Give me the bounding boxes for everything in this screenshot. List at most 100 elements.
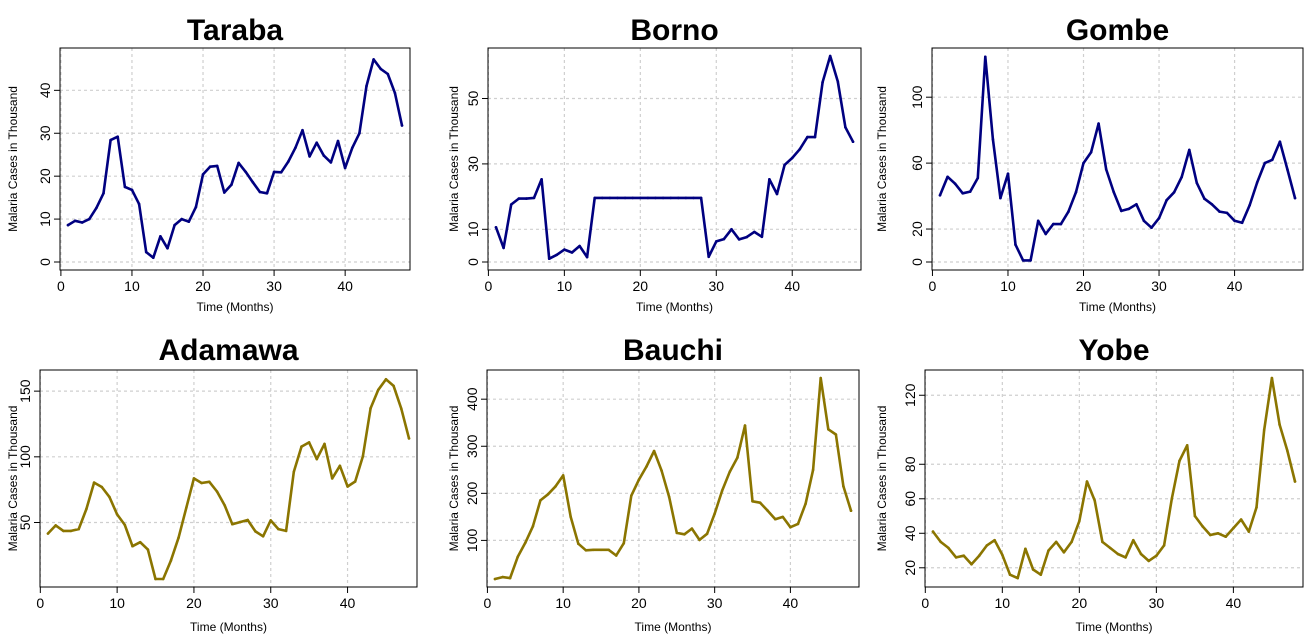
data-point xyxy=(1108,546,1112,550)
data-point xyxy=(123,185,127,189)
data-point xyxy=(152,256,155,260)
data-point xyxy=(1147,559,1150,563)
data-point xyxy=(269,519,273,522)
y-tick-label: 0 xyxy=(909,258,925,266)
x-tick-label: 30 xyxy=(708,278,724,294)
data-point xyxy=(215,490,219,493)
data-point xyxy=(180,217,183,221)
data-point xyxy=(1008,573,1012,576)
series-line xyxy=(66,58,404,260)
x-tick-label: 20 xyxy=(633,278,649,294)
line-chart-borno: Borno 0 10 20 30 40 0 10 30 50 Time (Months) Malari… xyxy=(447,14,862,314)
data-point xyxy=(80,221,84,224)
data-point xyxy=(223,504,226,507)
data-point xyxy=(690,527,694,530)
series-line xyxy=(46,377,411,581)
data-point xyxy=(715,240,718,243)
data-point xyxy=(1074,190,1078,194)
data-point xyxy=(137,202,141,206)
data-point xyxy=(377,388,380,392)
data-point xyxy=(185,506,188,510)
data-point xyxy=(608,196,612,200)
data-point xyxy=(1082,161,1085,165)
data-point xyxy=(828,54,832,58)
data-point xyxy=(614,554,618,557)
x-tick-label: 10 xyxy=(995,595,1011,611)
data-point xyxy=(1248,203,1251,207)
y-axis-title: Malaria Cases in Thousand xyxy=(447,406,461,552)
y-tick-label: 400 xyxy=(464,387,480,411)
data-point xyxy=(639,196,642,200)
data-point xyxy=(108,495,111,499)
data-point xyxy=(231,522,234,526)
data-point xyxy=(407,437,411,440)
data-point xyxy=(783,163,786,167)
data-point xyxy=(1225,211,1229,215)
data-point xyxy=(968,190,972,193)
x-axis-title: Time (Months) xyxy=(1076,620,1153,634)
data-point xyxy=(789,525,792,529)
data-point xyxy=(54,524,57,527)
data-point xyxy=(1278,140,1282,143)
data-point xyxy=(698,538,701,542)
data-point xyxy=(343,166,347,170)
data-point xyxy=(386,72,390,76)
line-chart-taraba: Taraba 0 10 20 30 40 0 10 20 30 40 Time (Months) Mal… xyxy=(6,14,411,314)
data-point xyxy=(555,253,559,257)
data-point xyxy=(146,548,150,551)
data-point xyxy=(69,529,73,533)
x-tick-label: 20 xyxy=(1072,595,1088,611)
data-point xyxy=(336,139,340,143)
data-point xyxy=(1170,497,1174,501)
data-point xyxy=(284,529,288,533)
data-point xyxy=(192,477,196,480)
data-point xyxy=(1097,122,1100,125)
data-point xyxy=(1089,150,1093,154)
data-point xyxy=(531,525,535,528)
x-tick-label: 40 xyxy=(337,278,353,294)
x-tick-label: 40 xyxy=(783,595,799,611)
series-borno xyxy=(494,54,855,261)
y-tick-label: 30 xyxy=(37,125,53,141)
data-point xyxy=(563,248,566,251)
x-tick-label: 10 xyxy=(109,595,125,611)
data-point xyxy=(578,244,581,248)
data-point xyxy=(1209,533,1212,537)
data-point xyxy=(1239,518,1243,521)
data-point xyxy=(775,192,779,196)
y-tick-label: 100 xyxy=(464,529,480,553)
chart-title: Bauchi xyxy=(623,334,723,367)
data-point xyxy=(631,196,634,200)
data-point xyxy=(646,196,650,200)
data-point xyxy=(502,246,505,250)
data-point xyxy=(561,474,565,477)
y-tick-label: 50 xyxy=(465,91,481,107)
x-tick-label: 10 xyxy=(555,595,571,611)
data-point xyxy=(938,194,942,197)
data-point xyxy=(1021,259,1025,262)
data-point xyxy=(292,470,296,474)
data-point xyxy=(819,376,822,380)
y-tick-label: 50 xyxy=(17,515,33,531)
data-point xyxy=(1024,547,1027,551)
data-point xyxy=(177,536,180,539)
data-point xyxy=(1112,190,1115,194)
data-point xyxy=(954,556,958,559)
data-point xyxy=(1142,219,1146,223)
chart-title: Yobe xyxy=(1078,334,1149,367)
x-axis-title: Time (Months) xyxy=(197,300,274,314)
data-point xyxy=(493,577,497,581)
data-point xyxy=(1270,376,1274,380)
data-point xyxy=(130,188,134,192)
data-point xyxy=(976,176,980,180)
x-tick-label: 0 xyxy=(57,278,65,294)
x-axis-title: Time (Months) xyxy=(636,300,713,314)
data-point xyxy=(851,140,855,143)
data-point xyxy=(346,485,349,488)
data-point xyxy=(1155,554,1158,557)
x-axis-title: Time (Months) xyxy=(190,620,267,634)
data-point xyxy=(970,563,973,566)
y-axis-title: Malaria Cases in Thousand xyxy=(447,86,461,232)
x-tick-label: 10 xyxy=(124,278,140,294)
chart-panel-taraba: Taraba 0 10 20 30 40 0 10 20 30 40 Time (Months) Mal… xyxy=(0,0,435,318)
